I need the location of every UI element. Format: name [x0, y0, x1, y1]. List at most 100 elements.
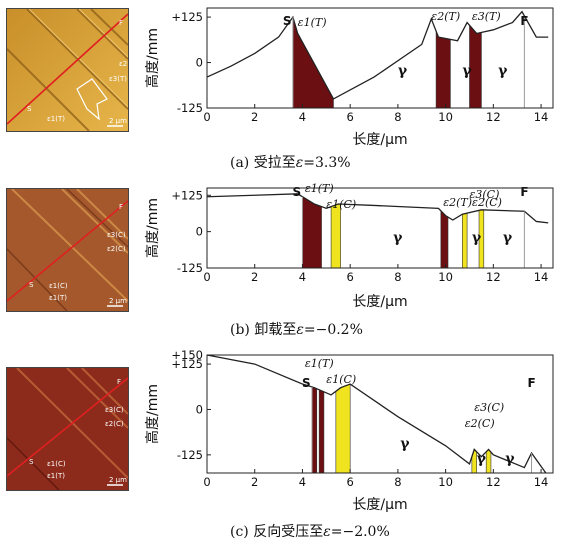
marker-S: S [292, 185, 301, 199]
x-tick-label: 12 [486, 270, 501, 284]
phase-label: γ [472, 230, 482, 246]
plot-c: S F 0 2 4 6 8 10 12 14 +150 +125 0 -125 高度/mm 长度/μm ε1(T… [133, 345, 563, 515]
x-tick-label: 14 [534, 270, 549, 284]
strain-label: ε1(T) [298, 16, 327, 29]
caption-c-eps: ε [323, 524, 331, 540]
afm-a-S: S [27, 105, 32, 113]
afm-c-e2: ε2(C) [105, 420, 124, 428]
marker-F: F [528, 376, 536, 390]
afm-a-e1: ε1(T) [47, 115, 65, 123]
yellow-region-1 [462, 212, 468, 269]
caption-a-text: 受拉至 [253, 155, 296, 171]
y-tick-label: 0 [196, 402, 203, 416]
strain-label: ε1(T) [305, 182, 334, 195]
marker-F: F [520, 14, 528, 28]
afm-b-scale: 2 μm [109, 297, 127, 305]
afm-b-e1t: ε1(T) [49, 294, 67, 302]
marker-S: S [283, 14, 292, 28]
strain-label: ε1(T) [305, 357, 334, 370]
caption-b-text: 卸载至 [254, 322, 297, 338]
plot-frame [206, 354, 554, 474]
strain-label: ε2(T) [431, 10, 460, 23]
plot-b: S F 0 2 4 6 8 10 12 14 +125 0 -125 高度/mm 长度/μm ε1(T) ε1(… [133, 180, 563, 315]
y-tick-label: 0 [196, 225, 203, 239]
profile-line [206, 193, 549, 224]
profile-line [206, 10, 549, 100]
y-axis-label: 高度/mm [144, 198, 161, 258]
x-tick-label: 4 [299, 270, 306, 284]
x-tick-label: 6 [347, 475, 354, 489]
afm-a-e3: ε3(T) [109, 75, 127, 83]
x-tick-label: 8 [394, 475, 401, 489]
x-tick-label: 2 [251, 270, 258, 284]
caption-c-text: 反向受压至 [253, 524, 324, 540]
plot-a: S F 0 2 4 6 8 10 12 14 +125 0 -125 高度/mm 长度/μm ε1(T) ε2(… [133, 0, 563, 148]
afm-c-e1c: ε1(C) [47, 460, 66, 468]
afm-c-scale: 2 μm [109, 476, 127, 484]
dark-region-1 [440, 210, 449, 269]
strain-label: ε3(C) [469, 188, 499, 201]
caption-b: (b) 卸载至ε=−0.2% [230, 319, 363, 339]
chart-c: S F0 2 4 6 8 10 12 14+150+1250-125高度/mm长度/μmε1(T… [144, 348, 554, 513]
x-tick-label: 10 [438, 270, 453, 284]
afm-a-scale: 2 μm [109, 117, 127, 125]
x-tick-label: 2 [251, 110, 258, 124]
afm-c-S: S [29, 458, 34, 466]
yellow-region-0 [330, 203, 341, 269]
afm-b-e2: ε2(C) [107, 245, 126, 253]
phase-label: γ [393, 230, 403, 246]
phase-label: γ [400, 436, 410, 452]
y-tick-label: +125 [171, 357, 203, 371]
caption-c-val: =−2.0% [330, 524, 390, 540]
x-tick-label: 14 [534, 110, 549, 124]
strain-label: ε1(C) [326, 373, 356, 386]
phase-label: γ [477, 451, 487, 467]
afm-c-e3: ε3(C) [105, 406, 124, 414]
afm-b-e1c: ε1(C) [49, 282, 68, 290]
afm-c-e1t: ε1(T) [47, 472, 65, 480]
caption-a-prefix: (a) [230, 155, 250, 171]
caption-c: (c) 反向受压至ε=−2.0% [230, 521, 390, 541]
x-axis-label: 长度/μm [352, 132, 407, 148]
strain-label: ε2(C) [465, 417, 495, 430]
y-tick-label: -125 [177, 101, 203, 115]
afm-a-F: F [119, 19, 123, 27]
y-tick-label: -125 [177, 448, 203, 462]
x-tick-label: 2 [251, 475, 258, 489]
afm-image-a: F ε2(T) ε3(T) S ε1(T) 2 μm [6, 8, 129, 132]
dark-region-1 [435, 30, 451, 109]
profile-line [206, 354, 547, 474]
afm-b-S: S [29, 281, 34, 289]
y-tick-label: -125 [177, 261, 203, 275]
caption-b-val: =−0.2% [303, 322, 363, 338]
afm-b-F: F [119, 203, 123, 211]
y-tick-label: +150 [171, 348, 203, 362]
x-axis-label: 长度/μm [352, 497, 407, 513]
y-tick-label: +125 [171, 188, 203, 202]
afm-a-e2: ε2(T) [119, 60, 128, 68]
x-tick-label: 14 [534, 475, 549, 489]
x-tick-label: 10 [438, 475, 453, 489]
caption-b-prefix: (b) [230, 322, 250, 338]
phase-label: γ [505, 451, 515, 467]
caption-c-prefix: (c) [230, 524, 249, 540]
x-tick-label: 6 [347, 110, 354, 124]
marker-F: F [520, 185, 528, 199]
x-tick-label: 8 [394, 110, 401, 124]
afm-image-b: F ε3(C) ε2(C) S ε1(C) ε1(T) 2 μm [6, 188, 129, 312]
x-tick-label: 4 [299, 110, 306, 124]
strain-label: ε3(C) [474, 401, 504, 414]
dark-region-0 [311, 386, 318, 474]
phase-label: γ [503, 230, 513, 246]
plot-frame [206, 7, 554, 109]
caption-a-eps: ε [295, 155, 304, 171]
afm-image-c: F ε3(C) ε2(C) S ε1(C) ε1(T) 2 μm [6, 367, 129, 491]
afm-c-F: F [117, 378, 121, 386]
x-tick-label: 6 [347, 270, 354, 284]
phase-label: γ [462, 63, 472, 79]
chart-b: S F0 2 4 6 8 10 12 14+1250-125高度/mm长度/μmε1(T)ε1(… [144, 182, 554, 310]
x-tick-label: 0 [203, 475, 210, 489]
caption-a: (a) 受拉至ε=3.3% [230, 152, 351, 172]
x-tick-label: 8 [394, 270, 401, 284]
yellow-region-2 [485, 448, 492, 474]
